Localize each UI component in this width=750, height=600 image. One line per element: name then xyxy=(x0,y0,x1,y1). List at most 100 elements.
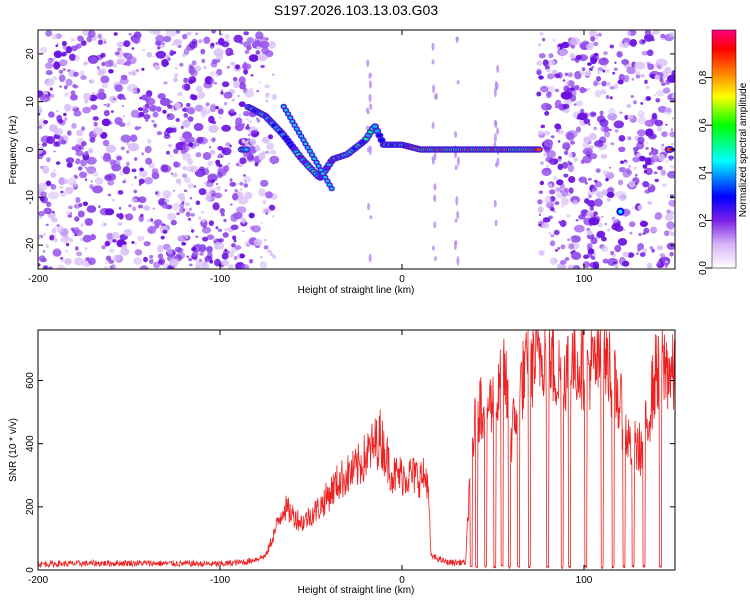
noise-speckle xyxy=(182,152,191,161)
noise-speckle xyxy=(433,183,437,191)
snr-line xyxy=(38,330,675,570)
noise-speckle xyxy=(195,243,201,249)
noise-speckle xyxy=(271,215,275,218)
noise-speckle xyxy=(561,57,563,60)
noise-speckle xyxy=(100,75,110,84)
noise-speckle xyxy=(213,48,224,57)
noise-speckle xyxy=(586,230,593,236)
noise-speckle xyxy=(183,177,191,183)
noise-speckle xyxy=(249,225,255,231)
noise-speckle xyxy=(43,207,52,215)
noise-speckle xyxy=(229,178,233,182)
noise-speckle xyxy=(138,178,145,185)
noise-speckle xyxy=(618,167,626,173)
noise-speckle xyxy=(562,141,571,150)
noise-speckle xyxy=(63,112,67,117)
noise-speckle xyxy=(126,121,131,127)
noise-speckle xyxy=(106,103,111,108)
noise-speckle xyxy=(613,263,619,268)
noise-speckle xyxy=(231,243,236,248)
noise-speckle xyxy=(165,127,174,134)
noise-speckle xyxy=(455,196,459,206)
noise-speckle xyxy=(86,156,97,165)
noise-speckle xyxy=(243,174,246,177)
noise-speckle xyxy=(169,51,174,56)
noise-speckle xyxy=(617,79,624,85)
noise-speckle xyxy=(149,104,158,112)
noise-speckle xyxy=(582,147,593,156)
noise-speckle xyxy=(171,43,175,46)
noise-speckle xyxy=(50,183,54,187)
noise-speckle xyxy=(263,245,269,250)
noise-speckle xyxy=(493,133,497,143)
noise-speckle xyxy=(617,238,628,246)
noise-speckle xyxy=(640,74,645,78)
noise-speckle xyxy=(221,81,230,88)
noise-speckle xyxy=(258,81,261,84)
noise-speckle xyxy=(590,35,596,42)
noise-speckle xyxy=(580,108,585,114)
noise-speckle xyxy=(548,59,556,66)
noise-speckle xyxy=(216,182,219,186)
noise-speckle xyxy=(225,142,231,147)
noise-speckle xyxy=(266,249,272,254)
noise-speckle xyxy=(38,210,45,217)
noise-speckle xyxy=(627,252,635,258)
noise-speckle xyxy=(581,89,584,92)
track-segment xyxy=(314,161,319,164)
noise-speckle xyxy=(45,30,53,37)
noise-speckle xyxy=(132,206,137,212)
noise-speckle xyxy=(655,58,668,67)
noise-speckle xyxy=(557,129,565,135)
noise-speckle xyxy=(55,109,59,113)
noise-speckle xyxy=(579,70,585,75)
noise-speckle xyxy=(494,120,498,129)
noise-speckle xyxy=(186,102,191,108)
noise-speckle xyxy=(667,74,675,83)
noise-speckle xyxy=(594,179,598,183)
noise-speckle xyxy=(613,120,624,129)
noise-speckle xyxy=(546,85,556,93)
noise-speckle xyxy=(569,37,581,46)
noise-speckle xyxy=(366,59,370,68)
noise-speckle xyxy=(47,57,54,63)
noise-speckle xyxy=(152,55,155,58)
noise-speckle xyxy=(134,242,137,246)
noise-speckle xyxy=(58,74,66,83)
noise-speckle xyxy=(238,101,246,107)
noise-speckle xyxy=(230,61,236,66)
noise-speckle xyxy=(180,196,186,202)
noise-speckle xyxy=(367,202,371,211)
noise-speckle xyxy=(562,79,566,82)
noise-speckle xyxy=(207,173,218,182)
noise-speckle xyxy=(554,73,561,79)
noise-speckle xyxy=(237,182,241,185)
noise-speckle xyxy=(598,57,609,66)
noise-speckle xyxy=(365,125,369,131)
x-tick-label: -100 xyxy=(210,575,230,586)
noise-speckle xyxy=(587,248,595,255)
noise-speckle xyxy=(454,240,458,245)
noise-speckle xyxy=(183,113,189,118)
noise-speckle xyxy=(172,202,179,211)
noise-speckle xyxy=(256,46,261,50)
noise-speckle xyxy=(642,97,647,102)
noise-speckle xyxy=(600,154,608,159)
noise-speckle xyxy=(169,49,174,53)
noise-speckle xyxy=(105,144,117,153)
noise-speckle xyxy=(651,147,654,150)
noise-speckle xyxy=(38,147,43,155)
noise-speckle xyxy=(100,155,104,159)
noise-speckle xyxy=(59,185,64,189)
noise-speckle xyxy=(89,137,96,143)
noise-speckle xyxy=(156,106,162,112)
noise-speckle xyxy=(635,70,641,76)
noise-speckle xyxy=(612,71,616,75)
noise-speckle xyxy=(165,30,177,37)
noise-speckle xyxy=(248,54,259,62)
noise-speckle xyxy=(584,181,588,185)
noise-speckle xyxy=(608,128,612,131)
noise-speckle xyxy=(212,202,220,211)
noise-speckle xyxy=(248,212,255,219)
noise-speckle xyxy=(50,172,57,178)
